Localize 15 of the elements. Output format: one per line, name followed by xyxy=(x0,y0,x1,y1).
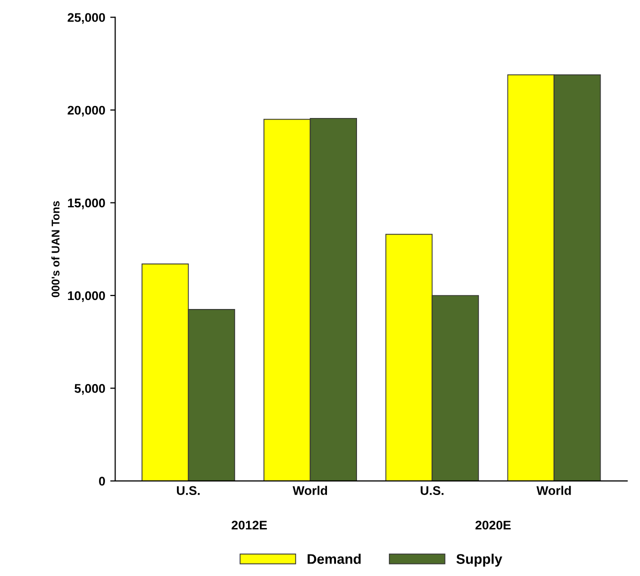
legend-label: Demand xyxy=(308,554,361,564)
y-tick-label: 5,000 xyxy=(74,384,105,395)
text: 2020E xyxy=(475,520,511,530)
text: 2012E xyxy=(232,520,267,530)
x-tick-label: U.S. xyxy=(420,486,444,496)
y-tick-label: 25,000 xyxy=(68,13,105,24)
x-tick-label: World xyxy=(292,486,328,496)
y-tick-label: 20,000 xyxy=(68,106,105,116)
x-tick-label: U.S. xyxy=(176,486,200,496)
y-axis-title: 000's of UAN Tons xyxy=(51,201,60,298)
x-tick-label: World xyxy=(536,486,571,496)
legend-label: Supply xyxy=(456,554,502,567)
y-tick-label: 10,000 xyxy=(68,291,105,302)
y-tick-label: 15,000 xyxy=(68,198,105,210)
y-tick-label: 0 xyxy=(99,476,105,486)
